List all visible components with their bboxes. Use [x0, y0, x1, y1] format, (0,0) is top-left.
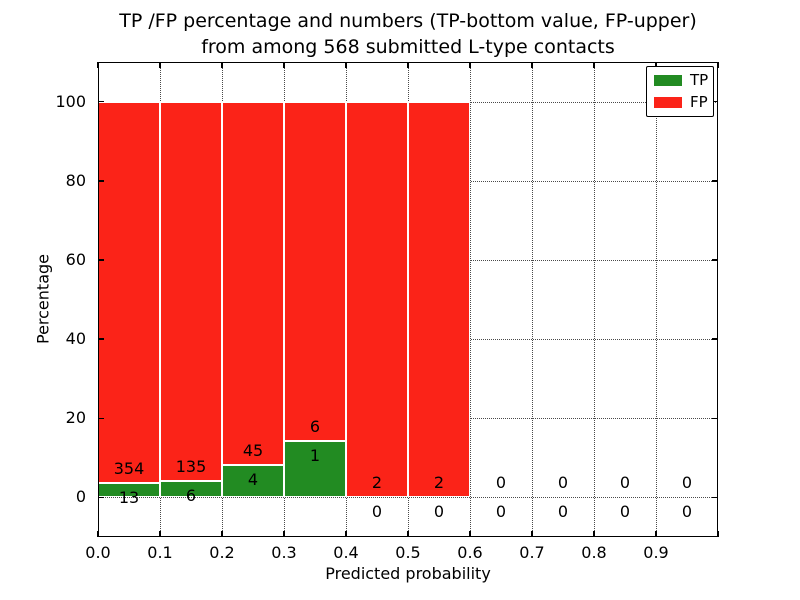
- fp-bar-segment: [346, 101, 408, 498]
- tp-count-label: 13: [118, 488, 140, 508]
- x-tickmark-bottom: [655, 531, 657, 537]
- tp-count-label: 0: [495, 502, 507, 522]
- y-tick-label-0: 0: [75, 487, 86, 507]
- tp-legend-swatch: [654, 75, 682, 86]
- y-tickmark-right: [712, 180, 718, 182]
- fp-legend-label: FP: [690, 93, 708, 111]
- tp-count-label: 4: [247, 470, 259, 490]
- y-tickmark-right: [712, 417, 718, 419]
- x-tickmark-bottom: [159, 531, 161, 537]
- tp-count-label: 0: [681, 502, 693, 522]
- gridline-x-0.6: [470, 62, 471, 537]
- x-tickmark-bottom: [345, 531, 347, 537]
- tp-legend-label: TP: [690, 71, 709, 89]
- x-tick-label-0.8: 0.8: [581, 543, 607, 562]
- x-tickmark-top: [221, 62, 223, 68]
- tp-bar-segment: [160, 480, 222, 498]
- fp-count-label: 6: [309, 416, 321, 436]
- chart-title: TP /FP percentage and numbers (TP-bottom…: [98, 8, 718, 60]
- y-axis-label: Percentage: [33, 253, 53, 345]
- fp-bar-segment: [222, 101, 284, 466]
- y-tickmark-right: [712, 338, 718, 340]
- x-tickmark-top: [97, 62, 99, 68]
- x-tick-label-0.4: 0.4: [333, 543, 359, 562]
- x-tick-label-0.1: 0.1: [147, 543, 173, 562]
- x-tick-label-0.5: 0.5: [395, 543, 421, 562]
- y-tickmark-right: [712, 100, 718, 103]
- fp-count-label: 0: [619, 473, 631, 493]
- chart-title-line-2: from among 568 submitted L-type contacts: [201, 36, 615, 58]
- fp-count-label: 2: [371, 473, 383, 493]
- x-axis-label: Predicted probability: [325, 564, 491, 583]
- legend-item-tp: TP: [654, 71, 709, 89]
- fp-count-label: 354: [113, 459, 145, 479]
- y-tickmark-right: [712, 496, 718, 499]
- fp-count-label: 2: [433, 473, 445, 493]
- x-tick-label-0.7: 0.7: [519, 543, 545, 562]
- y-tick-label-100: 100: [55, 91, 86, 111]
- y-tick-label-40: 40: [65, 329, 86, 349]
- x-tickmark-top: [593, 62, 595, 68]
- x-tickmark-top: [345, 62, 347, 68]
- tp-count-label: 1: [309, 445, 321, 465]
- tp-count-label: 6: [185, 485, 197, 505]
- y-tickmark-left: [98, 100, 104, 103]
- legend: TP FP: [646, 66, 714, 117]
- y-tickmark-left: [98, 338, 104, 340]
- x-tick-label-0.3: 0.3: [271, 543, 297, 562]
- x-tickmark-bottom: [593, 531, 595, 537]
- tp-count-label: 0: [619, 502, 631, 522]
- x-tickmark-top: [407, 62, 409, 68]
- tp-count-label: 0: [433, 502, 445, 522]
- fp-bar-segment: [160, 101, 222, 481]
- x-tick-label-0.0: 0.0: [85, 543, 111, 562]
- tp-bar-segment: [222, 465, 284, 498]
- fp-bar-segment: [408, 101, 470, 498]
- y-tickmark-left: [98, 180, 104, 182]
- x-tickmark-top: [283, 62, 285, 68]
- x-tick-label-0.9: 0.9: [643, 543, 669, 562]
- x-tickmark-bottom: [717, 531, 719, 537]
- x-tickmark-bottom: [531, 531, 533, 537]
- x-tickmark-bottom: [469, 531, 471, 537]
- legend-item-fp: FP: [654, 93, 708, 111]
- x-tickmark-bottom: [221, 531, 223, 537]
- x-tickmark-top: [655, 62, 657, 68]
- x-tickmark-top: [469, 62, 471, 68]
- tp-count-label: 0: [371, 502, 383, 522]
- x-tickmark-top: [717, 62, 719, 68]
- y-tickmark-left: [98, 259, 104, 261]
- tp-count-label: 0: [557, 502, 569, 522]
- x-tickmark-top: [159, 62, 161, 68]
- x-tick-label-0.2: 0.2: [209, 543, 235, 562]
- gridline-x-0.8: [594, 62, 595, 537]
- fp-count-label: 0: [681, 473, 693, 493]
- plot-area: 354 13 135 6 45 4 6 1 2 0 2 0 0 0 0 0 0 0 0 0 TP FP: [97, 62, 719, 537]
- y-tickmark-left: [98, 417, 104, 419]
- gridline-x-0.7: [532, 62, 533, 537]
- fp-count-label: 0: [495, 473, 507, 493]
- x-tick-label-0.6: 0.6: [457, 543, 483, 562]
- y-tickmark-right: [712, 259, 718, 261]
- y-tickmark-left: [98, 496, 104, 499]
- fp-bar-segment: [284, 101, 346, 441]
- fp-legend-swatch: [654, 97, 682, 108]
- gridline-x-0.9: [656, 62, 657, 537]
- x-tickmark-bottom: [97, 531, 99, 537]
- fp-count-label: 0: [557, 473, 569, 493]
- x-tickmark-top: [531, 62, 533, 68]
- x-tickmark-bottom: [407, 531, 409, 537]
- fp-bar-segment: [98, 101, 160, 484]
- chart-title-line-1: TP /FP percentage and numbers (TP-bottom…: [119, 10, 697, 32]
- tp-bar-segment: [284, 440, 346, 498]
- y-tick-label-80: 80: [65, 170, 86, 190]
- x-tickmark-bottom: [283, 531, 285, 537]
- fp-count-label: 135: [175, 456, 207, 476]
- fp-count-label: 45: [242, 441, 264, 461]
- y-tick-label-60: 60: [65, 249, 86, 269]
- y-tick-label-20: 20: [65, 408, 86, 428]
